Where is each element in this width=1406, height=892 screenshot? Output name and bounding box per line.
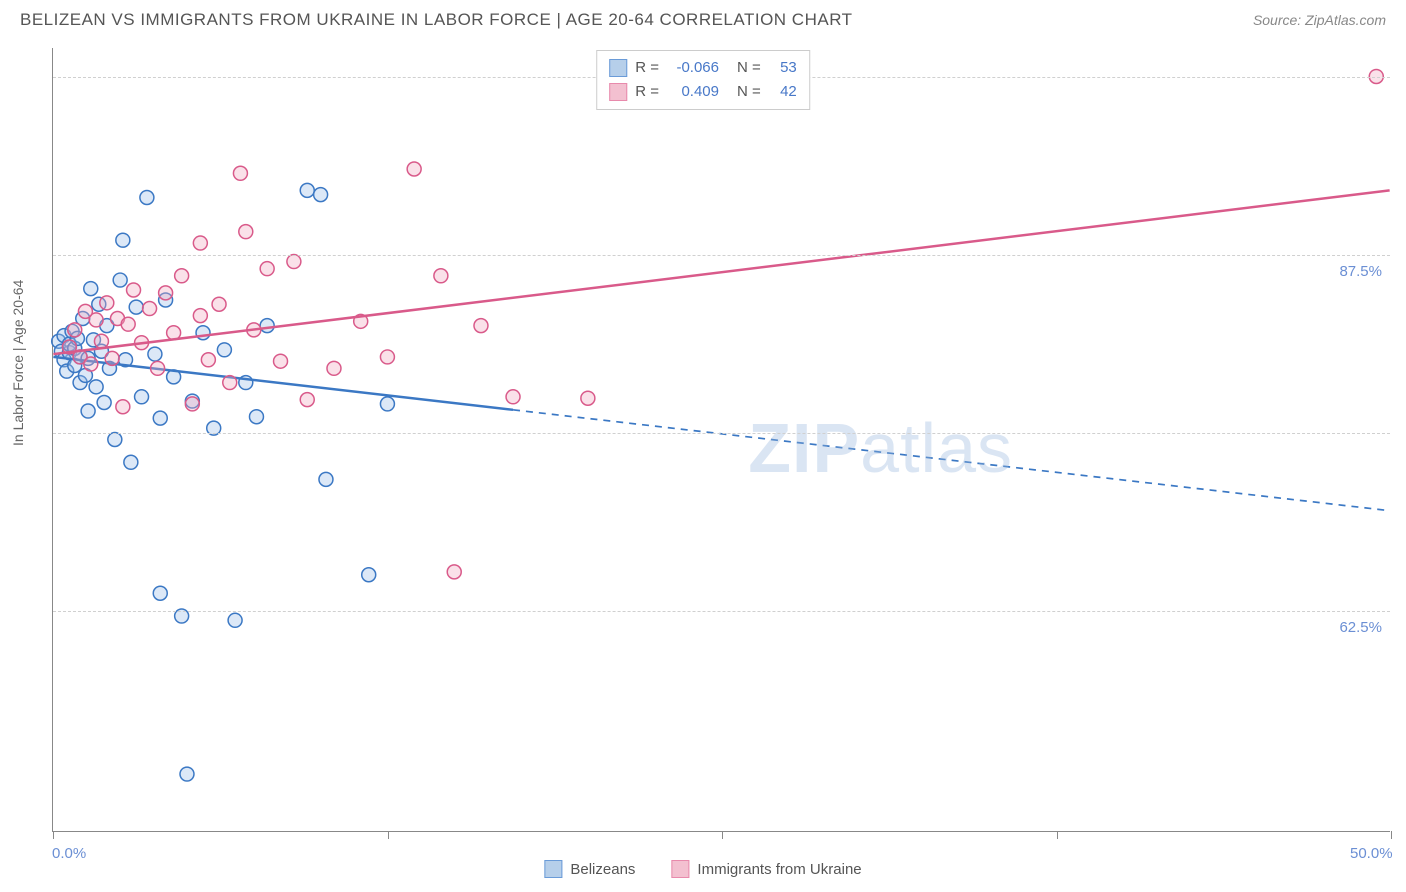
data-point (116, 233, 130, 247)
data-point (260, 319, 274, 333)
data-point (89, 380, 103, 394)
y-tick-label: 62.5% (1339, 619, 1382, 636)
legend-label: Belizeans (570, 861, 635, 878)
stats-row: R = 0.409 N = 42 (609, 80, 797, 104)
data-point (380, 397, 394, 411)
data-point (84, 282, 98, 296)
legend-item: Belizeans (544, 860, 635, 878)
data-point (581, 391, 595, 405)
data-point (447, 565, 461, 579)
data-point (300, 183, 314, 197)
data-point (113, 273, 127, 287)
legend-swatch (609, 83, 627, 101)
data-point (212, 297, 226, 311)
data-point (201, 353, 215, 367)
data-point (129, 300, 143, 314)
stat-r-value: 0.409 (667, 80, 719, 104)
data-point (127, 283, 141, 297)
data-point (228, 613, 242, 627)
data-point (193, 309, 207, 323)
data-point (84, 357, 98, 371)
x-tick (1057, 831, 1058, 839)
data-point (287, 255, 301, 269)
data-point (196, 326, 210, 340)
data-point (143, 302, 157, 316)
data-point (193, 236, 207, 250)
data-point (124, 455, 138, 469)
scatter-svg (53, 48, 1390, 831)
x-tick (722, 831, 723, 839)
data-point (100, 296, 114, 310)
data-point (300, 393, 314, 407)
legend-item: Immigrants from Ukraine (671, 860, 861, 878)
stat-r-label: R = (635, 80, 659, 104)
data-point (260, 262, 274, 276)
source-label: Source: ZipAtlas.com (1253, 12, 1386, 28)
data-point (135, 390, 149, 404)
chart-title: BELIZEAN VS IMMIGRANTS FROM UKRAINE IN L… (20, 10, 853, 30)
data-point (97, 395, 111, 409)
data-point (380, 350, 394, 364)
stats-legend-box: R = -0.066 N = 53 R = 0.409 N = 42 (596, 50, 810, 110)
legend-swatch (609, 59, 627, 77)
data-point (274, 354, 288, 368)
data-point (148, 347, 162, 361)
data-point (175, 269, 189, 283)
data-point (180, 767, 194, 781)
stat-n-label: N = (737, 56, 761, 80)
data-point (153, 411, 167, 425)
y-tick-label: 87.5% (1339, 263, 1382, 280)
data-point (81, 404, 95, 418)
data-point (105, 351, 119, 365)
data-point (68, 323, 82, 337)
data-point (362, 568, 376, 582)
data-point (94, 334, 108, 348)
data-point (121, 317, 135, 331)
data-point (108, 433, 122, 447)
data-point (239, 225, 253, 239)
gridline (53, 611, 1390, 612)
legend-swatch (544, 860, 562, 878)
x-tick-label: 50.0% (1350, 845, 1393, 862)
data-point (89, 313, 103, 327)
data-point (217, 343, 231, 357)
bottom-legend: Belizeans Immigrants from Ukraine (544, 860, 861, 878)
data-point (407, 162, 421, 176)
data-point (314, 188, 328, 202)
data-point (140, 190, 154, 204)
data-point (223, 376, 237, 390)
x-tick (388, 831, 389, 839)
legend-label: Immigrants from Ukraine (697, 861, 861, 878)
gridline (53, 255, 1390, 256)
data-point (434, 269, 448, 283)
x-tick-label: 0.0% (52, 845, 86, 862)
data-point (327, 361, 341, 375)
stat-n-label: N = (737, 80, 761, 104)
data-point (249, 410, 263, 424)
x-tick (1391, 831, 1392, 839)
data-point (185, 397, 199, 411)
stat-n-value: 53 (769, 56, 797, 80)
data-point (159, 286, 173, 300)
data-point (474, 319, 488, 333)
stats-row: R = -0.066 N = 53 (609, 56, 797, 80)
legend-swatch (671, 860, 689, 878)
regression-line-dashed (513, 410, 1390, 511)
stat-n-value: 42 (769, 80, 797, 104)
stat-r-value: -0.066 (667, 56, 719, 80)
stat-r-label: R = (635, 56, 659, 80)
data-point (153, 586, 167, 600)
y-axis-label: In Labor Force | Age 20-64 (10, 280, 26, 446)
gridline (53, 433, 1390, 434)
regression-line-solid (53, 190, 1389, 354)
x-tick (53, 831, 54, 839)
data-point (116, 400, 130, 414)
data-point (233, 166, 247, 180)
data-point (151, 361, 165, 375)
data-point (319, 472, 333, 486)
data-point (506, 390, 520, 404)
chart-plot-area: ZIPatlas 62.5%87.5% (52, 48, 1390, 832)
